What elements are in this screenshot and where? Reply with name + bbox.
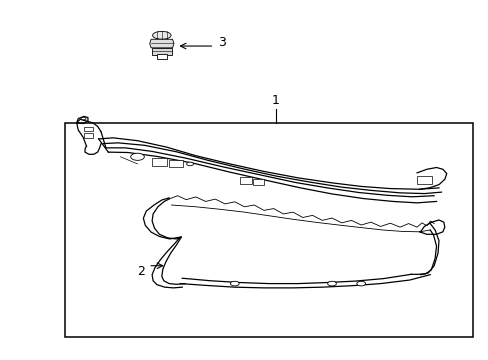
Ellipse shape: [186, 162, 193, 166]
Ellipse shape: [356, 281, 365, 286]
Bar: [253, 179, 264, 185]
Ellipse shape: [152, 31, 171, 39]
Polygon shape: [149, 39, 174, 48]
Bar: [239, 177, 251, 184]
Text: 1: 1: [272, 94, 280, 107]
Text: 2: 2: [137, 265, 144, 278]
Ellipse shape: [81, 117, 86, 120]
Bar: [84, 127, 93, 131]
Bar: [152, 48, 171, 55]
Ellipse shape: [230, 281, 239, 286]
Bar: [416, 176, 431, 184]
Bar: [169, 159, 183, 167]
Bar: [157, 54, 166, 59]
Bar: [152, 158, 166, 166]
Bar: [84, 133, 93, 138]
Bar: [64, 123, 472, 337]
Text: 3: 3: [217, 36, 225, 49]
Ellipse shape: [130, 153, 144, 160]
Ellipse shape: [327, 281, 336, 286]
